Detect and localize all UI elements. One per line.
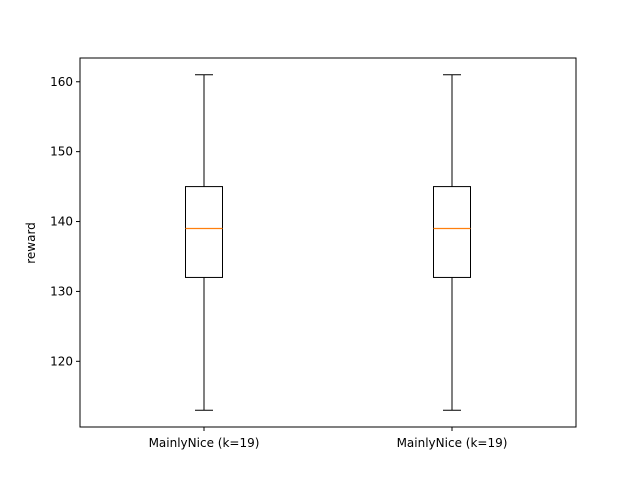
y-tick-label: 120 [50, 354, 73, 368]
box-2 [433, 74, 471, 411]
x-tick-label: MainlyNice (k=19) [397, 436, 508, 450]
box-1 [185, 74, 223, 411]
plot-frame [79, 57, 577, 428]
y-tick-label: 130 [50, 284, 73, 298]
y-axis: 120 130 140 150 160 [50, 75, 80, 368]
iqr-box [433, 186, 471, 278]
y-tick-label: 140 [50, 215, 73, 229]
boxes-layer [185, 74, 471, 411]
y-tick-label: 160 [50, 75, 73, 89]
x-tick-label: MainlyNice (k=19) [149, 436, 260, 450]
iqr-box [185, 186, 223, 278]
y-axis-label: reward [24, 222, 38, 264]
plot-background [80, 58, 576, 427]
y-tick-label: 150 [50, 145, 73, 159]
x-axis: MainlyNice (k=19) MainlyNice (k=19) [149, 427, 508, 450]
